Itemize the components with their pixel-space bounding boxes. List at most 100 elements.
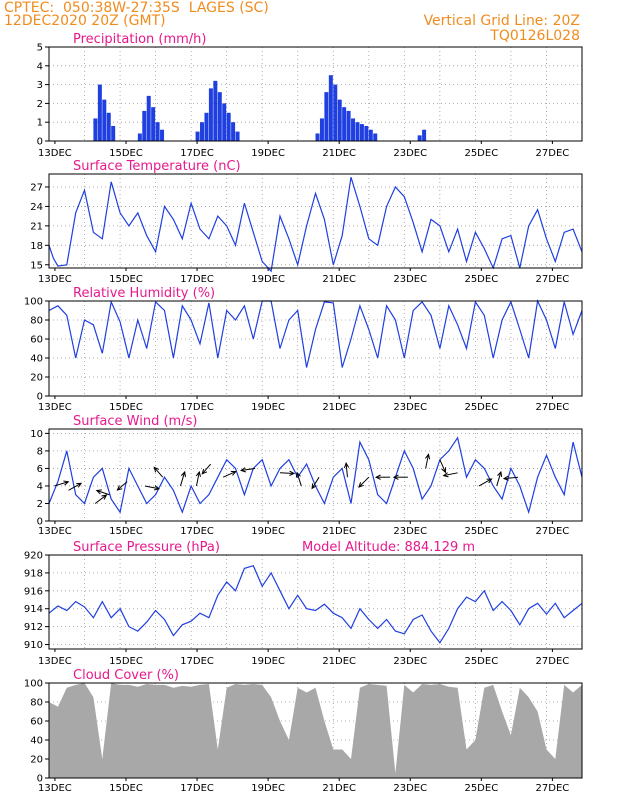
x-tick-label: 19DEC	[251, 274, 285, 285]
x-tick-label: 23DEC	[393, 526, 427, 537]
x-tick-label: 27DEC	[536, 274, 570, 285]
precip-bar	[208, 88, 213, 141]
wind-arrow-head	[116, 485, 123, 491]
y-tick-label: 80	[30, 316, 43, 327]
precip-bar	[422, 129, 427, 141]
wind-arrow-head	[101, 494, 108, 500]
datetime-label: 12DEC2020 20Z (GMT)	[4, 13, 166, 29]
grid-note-label: Vertical Grid Line: 20Z	[423, 13, 580, 29]
x-tick-label: 17DEC	[180, 783, 214, 794]
precip-bar	[160, 129, 165, 141]
x-tick-label: 25DEC	[464, 526, 498, 537]
y-tick-label: 100	[24, 679, 43, 690]
cloud-cover-title: Cloud Cover (%)	[73, 668, 179, 683]
y-tick-label: 912	[24, 622, 43, 633]
y-tick-label: 60	[30, 717, 43, 728]
y-tick-label: 0	[37, 774, 43, 785]
precip-bar	[111, 125, 116, 141]
wind-arrow-head	[358, 482, 364, 488]
wind-arrow	[439, 459, 446, 473]
x-tick-label: 17DEC	[180, 402, 214, 413]
x-tick-label: 23DEC	[393, 656, 427, 667]
y-tick-label: 5	[37, 43, 43, 54]
wind-arrow-head	[374, 474, 381, 480]
precip-bar	[373, 133, 378, 141]
x-tick-label: 15DEC	[109, 148, 143, 159]
precip-bar	[342, 107, 347, 141]
precip-bar	[195, 131, 200, 141]
x-tick-label: 19DEC	[251, 783, 285, 794]
x-tick-label: 13DEC	[38, 526, 72, 537]
precip-bar	[328, 75, 333, 141]
wind-arrow	[478, 478, 492, 487]
wind-arrow	[425, 454, 429, 469]
x-tick-label: 15DEC	[109, 656, 143, 667]
wind-arrow	[279, 472, 294, 475]
wind-arrow-head	[392, 474, 399, 480]
wind-arrow	[296, 472, 302, 487]
cloud-cover-frame	[48, 682, 583, 779]
wind-arrow-head	[289, 470, 296, 476]
precip-bar	[346, 110, 351, 141]
precip-bar	[204, 112, 209, 141]
pressure-line	[48, 564, 583, 644]
x-tick-label: 21DEC	[322, 402, 356, 413]
x-tick-label: 23DEC	[393, 783, 427, 794]
model-code-label: TQ0126L028	[490, 28, 580, 44]
y-tick-label: 914	[24, 604, 43, 615]
precip-bar	[364, 125, 369, 141]
y-tick-label: 2	[37, 499, 43, 510]
y-tick-label: 4	[37, 61, 43, 72]
y-tick-label: 8	[37, 446, 43, 457]
precip-bar	[359, 124, 364, 141]
wind-arrow	[144, 485, 160, 490]
y-tick-label: 10	[30, 429, 43, 440]
precip-bar	[333, 84, 338, 141]
precip-bar	[142, 110, 147, 141]
wind-arrow	[117, 481, 128, 491]
x-tick-label: 23DEC	[393, 402, 427, 413]
precip-bar	[315, 133, 320, 141]
x-tick-label: 23DEC	[393, 274, 427, 285]
x-tick-label: 27DEC	[536, 783, 570, 794]
x-tick-label: 27DEC	[536, 656, 570, 667]
humidity-frame	[48, 300, 583, 397]
pressure-title: Surface Pressure (hPa)	[73, 540, 220, 555]
x-tick-label: 25DEC	[464, 148, 498, 159]
wind-arrow-head	[343, 462, 350, 469]
precip-bar	[213, 80, 218, 141]
x-tick-label: 25DEC	[464, 402, 498, 413]
wind-arrow	[358, 476, 370, 488]
wind-arrow-head	[442, 472, 449, 478]
wind-arrow-head	[201, 468, 208, 475]
precip-bar	[351, 118, 356, 141]
wind-arrow	[222, 471, 236, 478]
precip-bar	[146, 95, 151, 141]
wind-arrow-head	[239, 467, 247, 473]
y-tick-label: 40	[30, 736, 43, 747]
y-tick-label: 0	[37, 137, 43, 148]
x-tick-label: 27DEC	[536, 148, 570, 159]
temperature-frame	[48, 173, 583, 269]
humidity-panel: 0 20 40 60 80 100 13DEC 15DEC 17DEC 19DEC 21DEC 23D…	[24, 286, 583, 413]
x-tick-label: 13DEC	[38, 656, 72, 667]
wind-arrow-head	[76, 482, 83, 488]
humidity-line	[48, 298, 583, 368]
x-tick-label: 17DEC	[180, 274, 214, 285]
y-tick-label: 100	[24, 297, 43, 308]
x-tick-label: 21DEC	[322, 148, 356, 159]
precip-bar	[368, 129, 373, 141]
y-tick-label: 15	[30, 260, 43, 271]
x-tick-label: 15DEC	[109, 274, 143, 285]
wind-arrow	[503, 476, 519, 480]
x-tick-label: 17DEC	[180, 656, 214, 667]
temperature-line	[48, 177, 583, 273]
x-tick-label: 15DEC	[109, 783, 143, 794]
x-tick-label: 13DEC	[38, 148, 72, 159]
wind-arrow	[96, 490, 110, 496]
wind-arrow	[54, 481, 69, 487]
wind-arrow-head	[63, 480, 70, 486]
x-tick-label: 25DEC	[464, 783, 498, 794]
y-tick-label: 0	[37, 517, 43, 528]
station-label: CPTEC: 050:38W-27:35S LAGES (SC)	[4, 0, 269, 16]
